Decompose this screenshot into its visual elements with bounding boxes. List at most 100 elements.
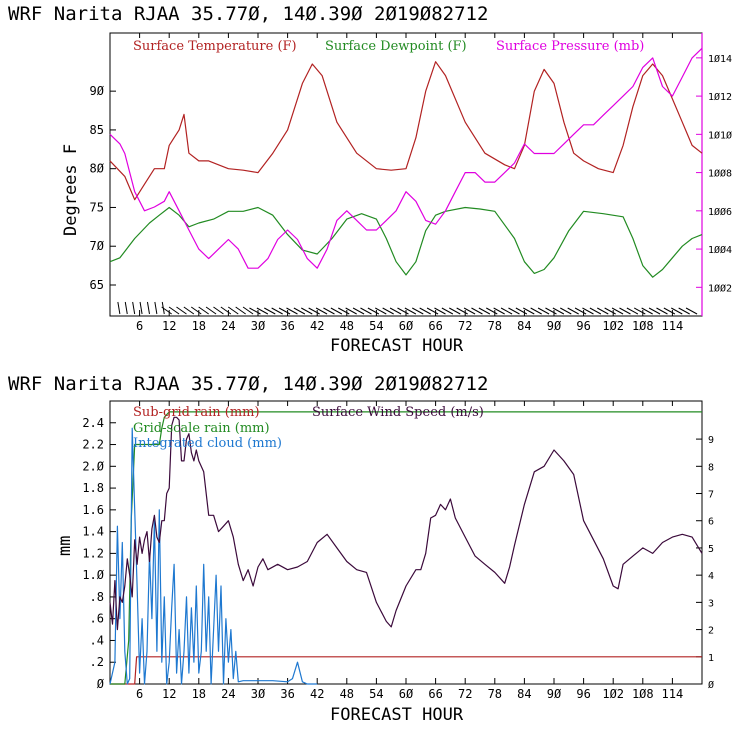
panel-1-ylabel: Degrees F xyxy=(61,144,81,236)
wind-barb xyxy=(552,307,565,315)
y2-tick-label: 1ØØ4 xyxy=(708,244,732,256)
wind-barb xyxy=(463,307,476,315)
y2-tick-label: 1ØØ8 xyxy=(708,168,732,180)
wind-barb xyxy=(249,307,261,315)
x-tick-label: 72 xyxy=(458,687,472,701)
wind-barb xyxy=(589,307,602,315)
x-tick-label: 1Ø2 xyxy=(602,319,624,333)
wind-barb xyxy=(154,301,158,315)
x-tick-label: 72 xyxy=(458,319,472,333)
series-line-grid-scale-rain-mm xyxy=(110,411,702,685)
series-line-surface-dewpoint-f xyxy=(109,206,703,278)
x-tick-label: 66 xyxy=(428,319,442,333)
y-tick-label: .6 xyxy=(90,612,104,626)
panel-1-x-ticks: 6 12 18 24 3Ø 36 42 48 54 6Ø 66 72 78 84 9Ø 96 1Ø2 1Ø8 114 xyxy=(136,33,683,333)
wind-barb xyxy=(574,307,587,315)
x-tick-label: 84 xyxy=(517,687,531,701)
y-tick-label: 2.4 xyxy=(82,416,104,430)
wind-barb xyxy=(220,306,232,315)
y2-tick-label: 4 xyxy=(708,571,714,582)
series-line-surface-pressure-mb xyxy=(109,47,703,269)
panel-2-y2-ticks: Ø 1 2 3 4 5 6 7 8 9 xyxy=(696,435,714,691)
x-tick-label: 42 xyxy=(310,687,324,701)
x-tick-label: 54 xyxy=(369,319,383,333)
y-tick-label: 2.Ø xyxy=(82,459,104,473)
x-tick-label: 18 xyxy=(192,687,206,701)
panel-2-x-ticks: 6 12 18 24 3Ø 36 42 48 54 6Ø 66 72 78 84 9Ø 96 1Ø2 1Ø8 114 xyxy=(136,401,683,701)
wind-barb xyxy=(375,307,387,315)
x-tick-label: 96 xyxy=(576,687,590,701)
legend-surface-pressure: Surface Pressure (mb) xyxy=(496,39,644,54)
wind-barb xyxy=(323,307,335,315)
temperature-panel: WRF Narita RJAA 35.77Ø, 14Ø.39Ø 2Ø19Ø827… xyxy=(8,3,732,356)
x-tick-label: 12 xyxy=(162,687,176,701)
x-tick-label: 42 xyxy=(310,319,324,333)
x-tick-label: 6Ø xyxy=(399,687,414,701)
wind-barb xyxy=(382,307,394,315)
wind-barb xyxy=(419,307,431,315)
y-tick-label: .4 xyxy=(90,633,104,647)
panel-1-y2-ticks: 1ØØ2 1ØØ4 1ØØ6 1ØØ8 1Ø1Ø 1Ø12 1Ø14 xyxy=(696,53,732,294)
legend-integrated-cloud: Integrated cloud (mm) xyxy=(133,436,282,451)
wind-barb xyxy=(560,307,572,315)
x-tick-label: 6Ø xyxy=(399,319,414,333)
wind-barb xyxy=(205,306,217,315)
wind-barb xyxy=(456,307,468,315)
x-tick-label: 36 xyxy=(280,687,294,701)
wind-barb xyxy=(367,307,380,315)
wind-barb xyxy=(619,307,631,315)
y-tick-label: Ø xyxy=(97,677,105,691)
panel-2-series xyxy=(109,411,703,685)
x-tick-label: 114 xyxy=(662,319,684,333)
y-tick-label: 1.4 xyxy=(82,525,104,539)
wind-barb xyxy=(626,307,639,315)
x-tick-label: 78 xyxy=(488,687,502,701)
y2-tick-label: 2 xyxy=(708,626,714,637)
x-tick-label: 54 xyxy=(369,687,383,701)
wind-barb xyxy=(500,307,513,315)
x-tick-label: 84 xyxy=(517,319,531,333)
y-tick-label: 2.2 xyxy=(82,438,104,452)
legend-surface-wind-speed: Surface Wind Speed (m/s) xyxy=(312,405,484,420)
wind-barb xyxy=(486,307,498,315)
wind-barb xyxy=(449,307,461,315)
wind-barb xyxy=(183,306,195,315)
panel-1-y-ticks: 65 7Ø 75 8Ø 85 9Ø xyxy=(90,84,116,292)
x-tick-label: 9Ø xyxy=(547,319,562,333)
x-tick-label: 114 xyxy=(662,687,684,701)
legend-surface-dewpoint: Surface Dewpoint (F) xyxy=(325,39,467,54)
wind-barb xyxy=(168,306,180,315)
x-tick-label: 36 xyxy=(280,319,294,333)
x-tick-label: 6 xyxy=(136,687,143,701)
y-tick-label: 1.8 xyxy=(82,481,104,495)
y2-tick-label: 1ØØ2 xyxy=(708,282,732,294)
x-tick-label: 78 xyxy=(488,319,502,333)
x-tick-label: 6 xyxy=(136,319,143,333)
y2-tick-label: 5 xyxy=(708,544,714,555)
wind-barb xyxy=(161,306,172,315)
wind-barb xyxy=(293,307,306,315)
legend-surface-temperature: Surface Temperature (F) xyxy=(133,39,297,54)
wind-barb xyxy=(663,307,676,315)
wind-barb xyxy=(597,307,609,315)
panel-2-xlabel: FORECAST HOUR xyxy=(330,705,464,725)
wind-barb xyxy=(338,307,350,315)
panel-2-y-ticks: Ø .2 .4 .6 .8 1.Ø 1.2 1.4 1.6 1.8 2.Ø 2.2 2.4 xyxy=(82,416,116,691)
x-tick-label: 9Ø xyxy=(547,687,562,701)
wind-barb xyxy=(301,307,313,315)
wind-barb xyxy=(671,307,683,315)
y-tick-label: 7Ø xyxy=(90,239,105,253)
legend-grid-scale-rain: Grid-scale rain (mm) xyxy=(133,421,270,436)
wind-barb xyxy=(426,307,439,315)
y2-tick-label: Ø xyxy=(708,679,714,691)
x-tick-label: 24 xyxy=(221,319,235,333)
wind-barb xyxy=(198,306,209,315)
wind-barb xyxy=(330,307,343,315)
wind-barb xyxy=(235,306,246,315)
wind-barb xyxy=(412,307,424,315)
wind-barb xyxy=(493,307,505,315)
wind-barb xyxy=(315,307,328,315)
wind-barb xyxy=(545,307,557,315)
y2-tick-label: 1Ø1Ø xyxy=(708,129,732,141)
